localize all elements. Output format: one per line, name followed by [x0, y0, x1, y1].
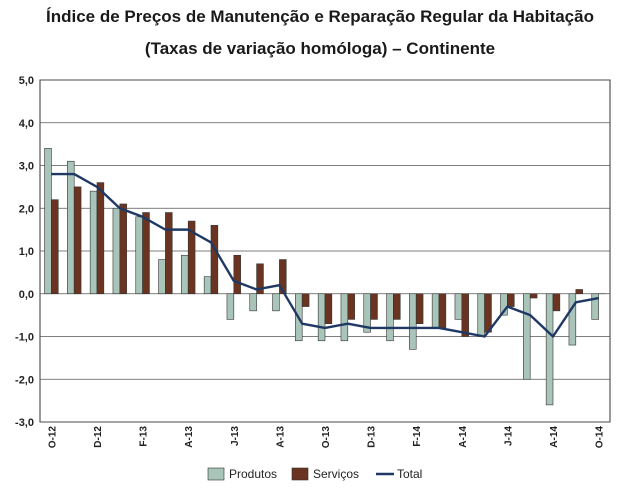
bar-servios-2: [96, 182, 105, 295]
bar-produtos-2: [89, 190, 98, 295]
bar-servios-5: [165, 212, 173, 295]
y-tick-label: -1,0: [15, 332, 34, 344]
bar-produtos-7: [203, 276, 212, 295]
bar-produtos-6: [181, 254, 189, 295]
bar-servios-21: [529, 293, 538, 299]
x-tick-label: A-14: [458, 426, 469, 448]
y-tick-label: 0,0: [19, 289, 34, 301]
x-tick-label: J-13: [230, 426, 241, 446]
y-tick-label: 5,0: [19, 75, 34, 87]
legend-label: Produtos: [229, 467, 277, 481]
y-tick-label: 4,0: [19, 118, 34, 130]
bar-produtos-17: [431, 293, 440, 329]
bar-servios-10: [279, 259, 287, 295]
legend-label: Total: [397, 467, 422, 481]
x-tick-label: A-13: [275, 426, 286, 448]
bar-servios-6: [187, 220, 196, 295]
bar-produtos-0: [44, 148, 52, 295]
bar-produtos-1: [67, 160, 75, 295]
bar-produtos-16: [409, 293, 417, 350]
bar-produtos-13: [340, 293, 349, 342]
legend-swatch-servios: [291, 467, 309, 481]
bar-produtos-21: [523, 293, 531, 380]
bar-produtos-3: [112, 207, 121, 295]
bar-produtos-5: [158, 259, 166, 295]
bar-produtos-24: [591, 293, 599, 320]
bar-servios-17: [438, 293, 447, 329]
y-tick-label: 3,0: [19, 161, 34, 173]
bar-produtos-23: [568, 293, 577, 346]
bar-servios-9: [256, 263, 264, 295]
y-tick-label: -2,0: [15, 374, 34, 386]
bar-produtos-22: [545, 293, 554, 406]
bar-servios-22: [552, 293, 561, 312]
bar-servios-20: [507, 293, 515, 307]
bar-servios-8: [233, 254, 241, 295]
bar-produtos-15: [386, 293, 394, 342]
bar-servios-18: [461, 293, 469, 337]
bar-produtos-8: [226, 293, 235, 320]
bar-servios-14: [370, 293, 378, 320]
x-tick-label: D-12: [93, 426, 104, 448]
x-tick-label: F-13: [139, 426, 150, 447]
bar-servios-4: [142, 212, 150, 295]
bar-produtos-10: [272, 293, 280, 312]
x-tick-label: O-13: [321, 426, 332, 449]
chart-title: Índice de Preços de Manutenção e Reparaç…: [46, 7, 594, 26]
bar-produtos-4: [135, 216, 143, 295]
bar-servios-7: [210, 225, 219, 295]
bar-servios-12: [324, 293, 333, 324]
x-tick-label: F-14: [412, 426, 423, 447]
line-series-total: [51, 172, 599, 338]
bar-produtos-9: [249, 293, 257, 312]
bar-produtos-19: [477, 293, 485, 337]
y-tick-label: 2,0: [19, 203, 34, 215]
x-tick-label: D-13: [367, 426, 378, 448]
x-tick-label: O-12: [47, 426, 58, 449]
bar-servios-13: [347, 293, 355, 320]
y-tick-label: -3,0: [15, 417, 34, 429]
y-tick-label: 1,0: [19, 246, 34, 258]
bar-produtos-12: [317, 293, 326, 342]
bar-produtos-18: [454, 293, 463, 320]
legend-label: Serviços: [313, 467, 359, 481]
x-tick-label: O-14: [595, 426, 606, 449]
bar-servios-3: [119, 203, 127, 295]
legend-swatch-produtos: [207, 467, 225, 481]
bar-servios-23: [575, 289, 583, 295]
x-tick-label: A-13: [184, 426, 195, 448]
bar-servios-16: [415, 293, 424, 324]
chart-subtitle: (Taxas de variação homóloga) – Continent…: [144, 39, 496, 58]
x-tick-label: A-14: [549, 426, 560, 448]
x-tick-label: J-14: [503, 426, 514, 446]
bar-servios-15: [393, 293, 401, 320]
bar-servios-19: [484, 293, 492, 333]
bar-servios-11: [301, 293, 310, 307]
bar-servios-0: [51, 199, 59, 295]
bar-servios-1: [73, 186, 82, 295]
